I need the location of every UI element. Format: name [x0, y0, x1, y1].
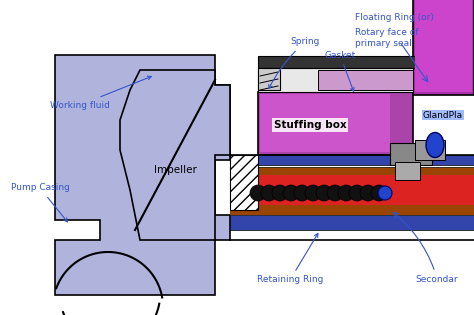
Bar	[415, 140, 445, 160]
Bar	[258, 68, 280, 90]
Circle shape	[272, 185, 288, 201]
Circle shape	[349, 185, 365, 201]
Circle shape	[261, 185, 277, 201]
Bar	[258, 68, 413, 92]
Bar	[415, 0, 472, 92]
Text: GlandPla: GlandPla	[423, 111, 463, 119]
Text: Floating Ring (or): Floating Ring (or)	[355, 14, 434, 22]
Text: Spring: Spring	[269, 37, 319, 89]
Bar	[230, 155, 258, 210]
Circle shape	[294, 185, 310, 201]
Circle shape	[250, 185, 266, 201]
Text: Secondar: Secondar	[415, 276, 457, 284]
Polygon shape	[55, 55, 230, 295]
Circle shape	[338, 185, 354, 201]
Bar	[230, 167, 474, 175]
Bar	[413, 0, 474, 95]
Circle shape	[305, 185, 321, 201]
Text: Working fluid: Working fluid	[50, 76, 151, 110]
Bar	[390, 143, 432, 165]
Circle shape	[283, 185, 299, 201]
Polygon shape	[120, 70, 230, 240]
Text: Impeller: Impeller	[154, 165, 196, 175]
Text: Pump Casing: Pump Casing	[10, 184, 69, 222]
Circle shape	[371, 185, 387, 201]
Bar	[260, 94, 390, 152]
Text: Retaining Ring: Retaining Ring	[257, 233, 323, 284]
Bar	[230, 175, 474, 205]
Bar	[258, 92, 413, 155]
Text: Rotary face of
primary seal: Rotary face of primary seal	[355, 28, 419, 48]
Bar	[318, 70, 413, 90]
Ellipse shape	[426, 133, 444, 158]
Circle shape	[360, 185, 376, 201]
Text: Stuffing box: Stuffing box	[273, 120, 346, 130]
Text: Gasket: Gasket	[324, 50, 356, 91]
Circle shape	[316, 185, 332, 201]
Bar	[258, 56, 443, 68]
Bar	[230, 215, 474, 230]
Circle shape	[378, 186, 392, 200]
Bar	[230, 155, 474, 165]
Bar	[230, 205, 474, 215]
Bar	[395, 162, 420, 180]
Circle shape	[327, 185, 343, 201]
